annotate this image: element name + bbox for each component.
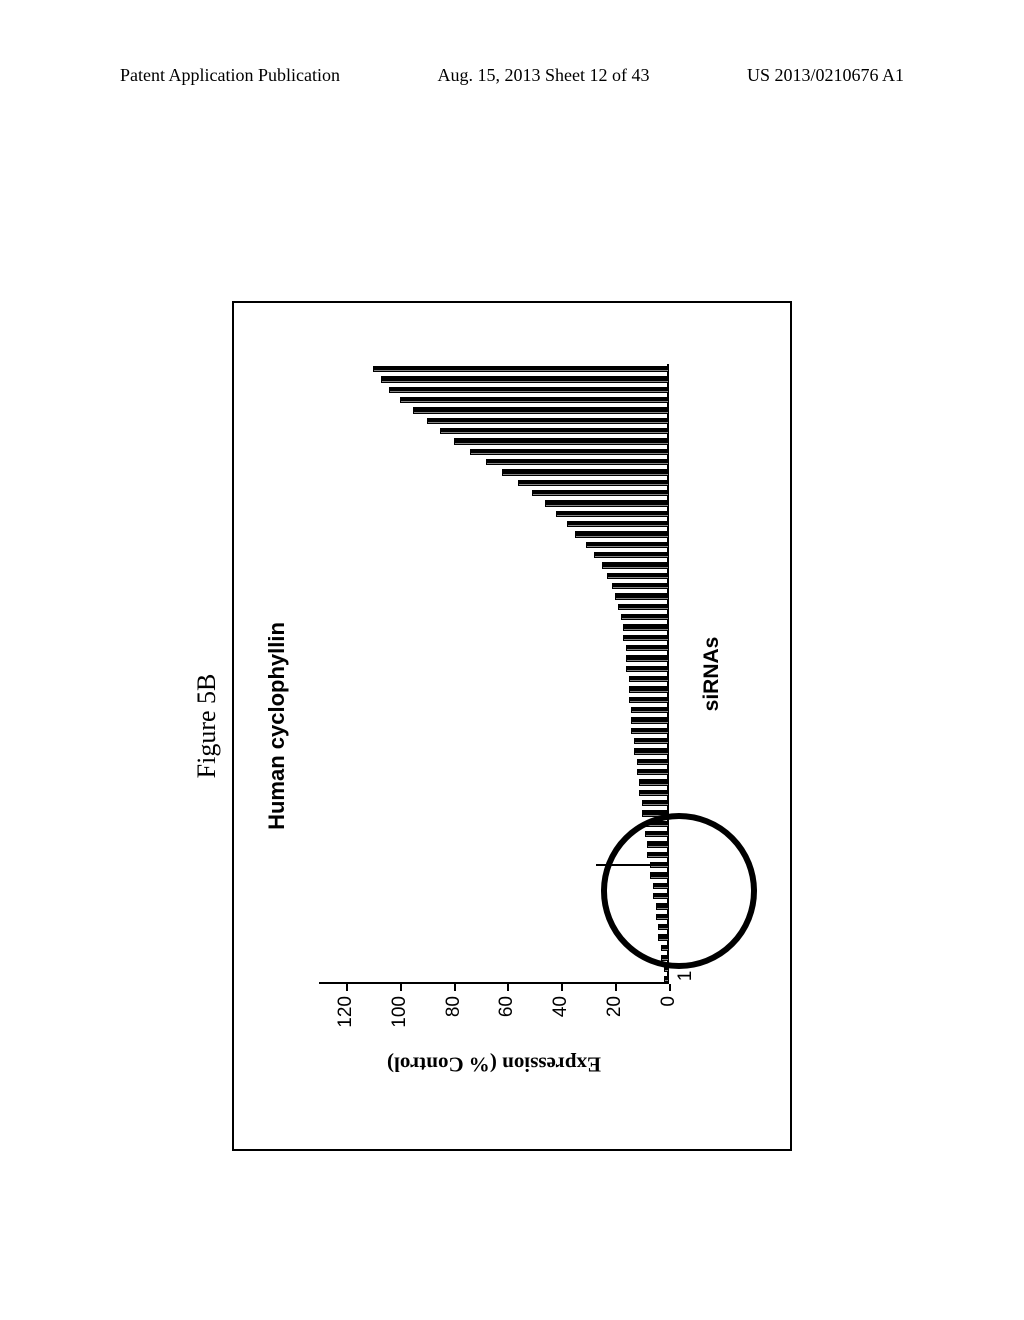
- header-right: US 2013/0210676 A1: [747, 65, 904, 86]
- bar: [602, 562, 669, 568]
- x-axis-label: siRNAs: [700, 637, 724, 712]
- bar: [389, 387, 669, 393]
- y-tick-label: 40: [550, 996, 572, 1017]
- chart-title: Human cyclophyllin: [264, 622, 290, 830]
- bar: [631, 717, 669, 723]
- bar: [618, 604, 669, 610]
- bar: [486, 459, 669, 465]
- bar: [615, 593, 669, 599]
- bar: [664, 976, 669, 982]
- bar: [381, 376, 669, 382]
- bar: [502, 469, 669, 475]
- bar: [639, 790, 669, 796]
- bar: [639, 779, 669, 785]
- plot-area: siRNAs 0204060801001201: [319, 364, 669, 984]
- bar: [629, 697, 669, 703]
- bar: [623, 624, 669, 630]
- bar: [642, 800, 669, 806]
- bar: [607, 573, 669, 579]
- y-tick-label: 120: [335, 996, 357, 1028]
- bar: [556, 511, 669, 517]
- bar: [575, 531, 669, 537]
- bar: [413, 407, 669, 413]
- bar: [586, 542, 669, 548]
- y-tick: [454, 984, 456, 991]
- bar: [637, 769, 669, 775]
- bar: [532, 490, 669, 496]
- y-tick: [669, 984, 671, 991]
- bar: [634, 738, 669, 744]
- y-tick-label: 0: [658, 996, 680, 1007]
- circle-annotation: [601, 813, 757, 969]
- header-center: Aug. 15, 2013 Sheet 12 of 43: [437, 65, 649, 86]
- bar: [545, 500, 669, 506]
- bar: [631, 728, 669, 734]
- bar: [621, 614, 669, 620]
- bar: [454, 438, 669, 444]
- bar: [470, 449, 669, 455]
- bar: [518, 480, 669, 486]
- y-tick: [346, 984, 348, 991]
- y-tick: [561, 984, 563, 991]
- bar: [631, 707, 669, 713]
- page-header: Patent Application Publication Aug. 15, …: [0, 65, 1024, 86]
- y-tick-label: 100: [389, 996, 411, 1028]
- bar: [629, 686, 669, 692]
- y-tick: [615, 984, 617, 991]
- figure-label: Figure 5B: [192, 674, 222, 779]
- figure-box: Human cyclophyllin Expression (% Control…: [232, 301, 792, 1151]
- header-left: Patent Application Publication: [120, 65, 340, 86]
- bar: [626, 666, 669, 672]
- bar: [373, 366, 669, 372]
- y-tick: [507, 984, 509, 991]
- bar: [567, 521, 669, 527]
- bar: [427, 418, 669, 424]
- y-tick: [400, 984, 402, 991]
- x-tick-label: 1: [675, 971, 697, 982]
- y-tick-label: 80: [443, 996, 465, 1017]
- bar: [594, 552, 669, 558]
- bar: [612, 583, 669, 589]
- bar: [629, 676, 669, 682]
- bar: [400, 397, 669, 403]
- bar: [623, 635, 669, 641]
- y-tick-label: 60: [496, 996, 518, 1017]
- y-axis-label: Expression (% Control): [387, 1052, 601, 1077]
- y-tick-label: 20: [604, 996, 626, 1017]
- bar: [626, 645, 669, 651]
- bar: [634, 748, 669, 754]
- bar: [626, 655, 669, 661]
- figure-wrapper: Figure 5B Human cyclophyllin Expression …: [232, 301, 792, 1151]
- bar: [637, 759, 669, 765]
- bar: [440, 428, 669, 434]
